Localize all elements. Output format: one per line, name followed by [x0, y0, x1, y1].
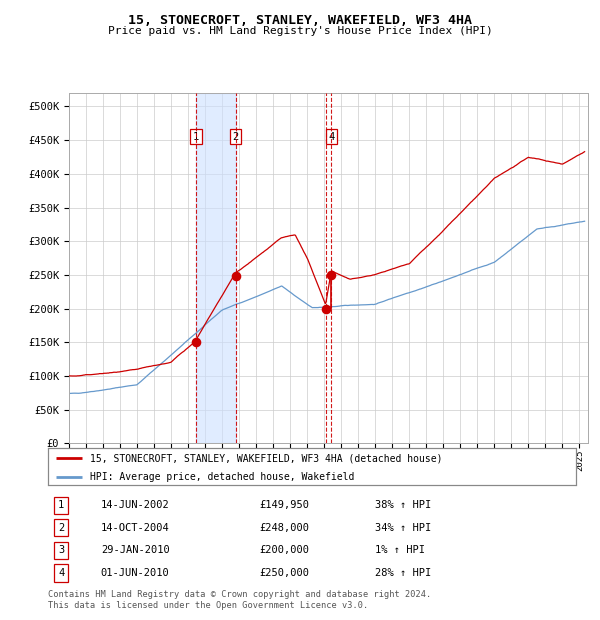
- Text: 15, STONECROFT, STANLEY, WAKEFIELD, WF3 4HA: 15, STONECROFT, STANLEY, WAKEFIELD, WF3 …: [128, 14, 472, 27]
- Text: 1: 1: [58, 500, 64, 510]
- Text: £250,000: £250,000: [259, 568, 309, 578]
- Text: 4: 4: [58, 568, 64, 578]
- Text: 2: 2: [232, 132, 239, 142]
- Text: 1: 1: [193, 132, 199, 142]
- Point: [191, 337, 200, 347]
- Text: £149,950: £149,950: [259, 500, 309, 510]
- Point: [231, 272, 241, 281]
- Text: 14-OCT-2004: 14-OCT-2004: [101, 523, 170, 533]
- Point: [321, 304, 331, 314]
- Text: Contains HM Land Registry data © Crown copyright and database right 2024.
This d: Contains HM Land Registry data © Crown c…: [48, 590, 431, 609]
- Text: £200,000: £200,000: [259, 546, 309, 556]
- Text: £248,000: £248,000: [259, 523, 309, 533]
- Bar: [196, 93, 236, 443]
- Text: 4: 4: [328, 132, 335, 142]
- Text: 28% ↑ HPI: 28% ↑ HPI: [376, 568, 431, 578]
- Text: HPI: Average price, detached house, Wakefield: HPI: Average price, detached house, Wake…: [90, 472, 355, 482]
- Text: 2: 2: [58, 523, 64, 533]
- Text: 14-JUN-2002: 14-JUN-2002: [101, 500, 170, 510]
- Text: 29-JAN-2010: 29-JAN-2010: [101, 546, 170, 556]
- Text: 01-JUN-2010: 01-JUN-2010: [101, 568, 170, 578]
- Text: 3: 3: [58, 546, 64, 556]
- Text: 38% ↑ HPI: 38% ↑ HPI: [376, 500, 431, 510]
- Point: [326, 270, 336, 280]
- Text: 15, STONECROFT, STANLEY, WAKEFIELD, WF3 4HA (detached house): 15, STONECROFT, STANLEY, WAKEFIELD, WF3 …: [90, 453, 443, 463]
- Text: 34% ↑ HPI: 34% ↑ HPI: [376, 523, 431, 533]
- Text: 1% ↑ HPI: 1% ↑ HPI: [376, 546, 425, 556]
- Text: Price paid vs. HM Land Registry's House Price Index (HPI): Price paid vs. HM Land Registry's House …: [107, 26, 493, 36]
